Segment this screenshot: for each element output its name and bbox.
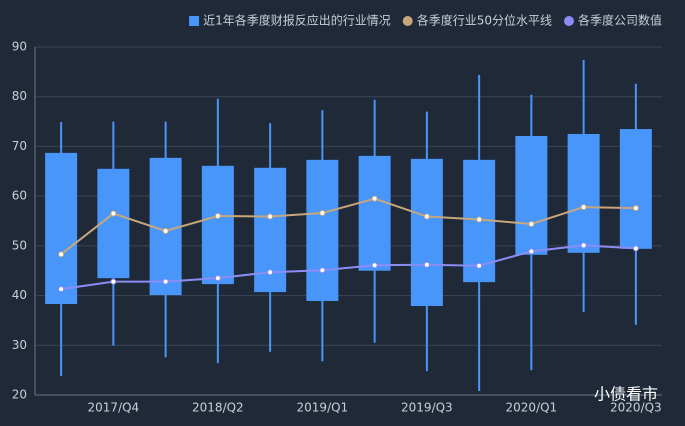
point: [110, 278, 117, 285]
box: [358, 155, 391, 271]
point: [319, 210, 326, 217]
x-tick-label: 2017/Q4: [88, 401, 140, 415]
point: [476, 216, 483, 223]
point: [267, 213, 274, 220]
point: [267, 269, 274, 276]
x-tick-label: 2018/Q2: [192, 401, 244, 415]
point: [162, 278, 169, 285]
y-tick-label: 60: [12, 189, 27, 203]
y-tick-label: 40: [12, 288, 27, 302]
x-tick-label: 2019/Q3: [401, 401, 453, 415]
line-series: [60, 197, 636, 256]
y-tick-label: 80: [12, 89, 27, 103]
legend-label: 各季度行业50分位水平线: [417, 13, 552, 28]
box: [45, 152, 78, 305]
point: [214, 213, 221, 220]
point: [528, 248, 535, 255]
point: [371, 262, 378, 269]
x-tick-label: 2019/Q1: [297, 401, 349, 415]
point: [162, 227, 169, 234]
point: [319, 267, 326, 274]
point: [58, 286, 65, 293]
legend-label: 近1年各季度财报反应出的行业情况: [203, 13, 391, 28]
point: [476, 262, 483, 269]
y-tick-label: 30: [12, 338, 27, 352]
legend-swatch: [402, 16, 413, 26]
legend-swatch: [563, 16, 574, 26]
box: [306, 159, 339, 302]
legend-swatch: [189, 16, 200, 26]
point: [214, 275, 221, 282]
line-series: [60, 244, 636, 291]
point: [371, 195, 378, 202]
legend-label: 各季度公司数值: [578, 13, 662, 28]
point: [423, 261, 430, 268]
box: [410, 158, 443, 307]
point: [110, 210, 117, 217]
point: [580, 204, 587, 211]
box: [97, 168, 130, 279]
watermark: 小债看市: [594, 385, 658, 404]
box: [201, 165, 234, 285]
y-tick-label: 90: [12, 40, 27, 54]
box: [619, 129, 652, 249]
y-tick-label: 20: [12, 388, 27, 402]
y-tick-label: 50: [12, 238, 27, 252]
box: [515, 135, 548, 255]
point: [423, 213, 430, 220]
point: [580, 242, 587, 249]
x-tick-label: 2020/Q3: [610, 401, 662, 415]
y-tick-label: 70: [12, 139, 27, 153]
point: [58, 251, 65, 258]
point: [632, 205, 639, 212]
box: [567, 134, 600, 253]
x-tick-label: 2020/Q1: [506, 401, 558, 415]
point: [528, 220, 535, 227]
point: [632, 245, 639, 252]
